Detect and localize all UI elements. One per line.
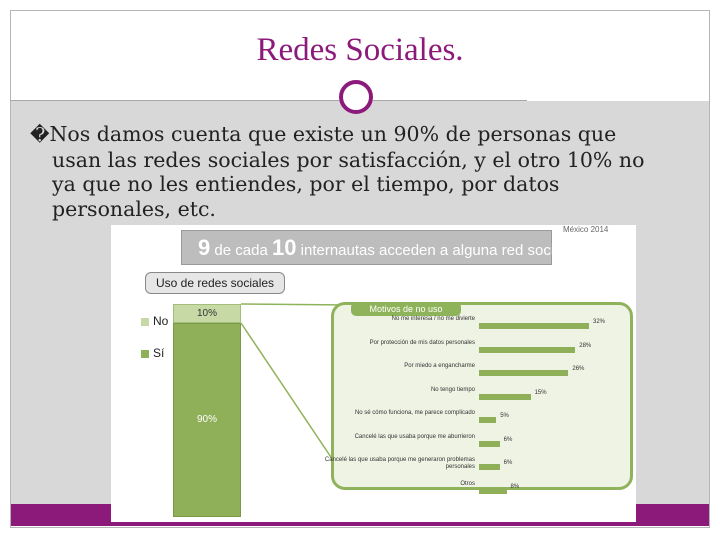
headline-rest: internautas acceden a alguna red social. bbox=[300, 242, 570, 259]
reason-value-label: 28% bbox=[579, 342, 592, 349]
reason-label: No me interesa / no me divierte bbox=[391, 316, 475, 322]
legend-label-no: No bbox=[153, 314, 169, 328]
reason-label: Por miedo a engancharme bbox=[404, 363, 475, 369]
reason-label: Cancelé las que usaba porque me generaro… bbox=[324, 457, 475, 470]
reason-value-label: 32% bbox=[593, 319, 606, 325]
bullet-line-4: personales, etc. bbox=[52, 196, 216, 221]
reason-value-label: 6% bbox=[503, 436, 513, 443]
reason-label: Cancelé las que usaba porque me aburrier… bbox=[354, 433, 475, 440]
bullet-paragraph: �Nos damos cuenta que existe un 90% de p… bbox=[30, 122, 700, 221]
headline-number-1: 9 bbox=[198, 235, 211, 260]
reason-value-label: 15% bbox=[534, 389, 547, 396]
infographic-image: 9 de cada 10 internautas acceden a algun… bbox=[111, 225, 636, 522]
reason-bar bbox=[479, 417, 497, 423]
reasons-title: Motivos de no uso bbox=[351, 302, 461, 316]
reason-bar bbox=[479, 323, 589, 329]
bullet-line-2: usan las redes sociales por satisfacción… bbox=[52, 147, 645, 172]
reason-label: No tengo tiempo bbox=[430, 386, 475, 393]
country-label: México 2014 bbox=[563, 225, 609, 234]
title-rule-right bbox=[373, 100, 527, 101]
title-circle-ornament bbox=[339, 80, 373, 114]
bullet-mark: � bbox=[30, 124, 50, 146]
reason-bar bbox=[479, 440, 500, 447]
bar-no-segment: 10% bbox=[173, 304, 241, 323]
reason-bar bbox=[479, 487, 507, 494]
headline-banner: 9 de cada 10 internautas acceden a algun… bbox=[181, 230, 570, 265]
legend-swatch-no bbox=[141, 318, 149, 326]
bullet-line-1: Nos damos cuenta que existe un 90% de pe… bbox=[49, 122, 617, 146]
reason-bar bbox=[479, 346, 576, 353]
reason-label: Por protección de mis datos personales bbox=[369, 339, 475, 346]
reason-label: No sé cómo funciona, me parece complicad… bbox=[354, 410, 475, 416]
bullet-line-3: ya que no les entiendes, por el tiempo, … bbox=[52, 172, 560, 196]
reason-value-label: 6% bbox=[503, 460, 513, 466]
legend-label-si: Sí bbox=[153, 346, 165, 360]
title-rule-left bbox=[11, 100, 339, 101]
reason-label: Otros bbox=[460, 480, 475, 487]
bar-si-label: 90% bbox=[196, 414, 217, 425]
slide-title: Redes Sociales. bbox=[256, 32, 464, 68]
connector-top bbox=[240, 303, 352, 306]
headline-number-2: 10 bbox=[271, 235, 297, 260]
reason-value-label: 5% bbox=[500, 413, 509, 419]
reason-bar bbox=[479, 464, 500, 470]
reason-value-label: 26% bbox=[572, 366, 585, 372]
bar-si-segment: 90% bbox=[173, 323, 241, 517]
usage-title-box: Uso de redes sociales bbox=[145, 272, 285, 294]
reason-bar bbox=[479, 370, 569, 376]
headline-mid: de cada bbox=[214, 242, 268, 259]
reason-bar bbox=[479, 393, 531, 400]
legend-swatch-si bbox=[141, 350, 149, 358]
reason-value-label: 8% bbox=[510, 483, 520, 490]
